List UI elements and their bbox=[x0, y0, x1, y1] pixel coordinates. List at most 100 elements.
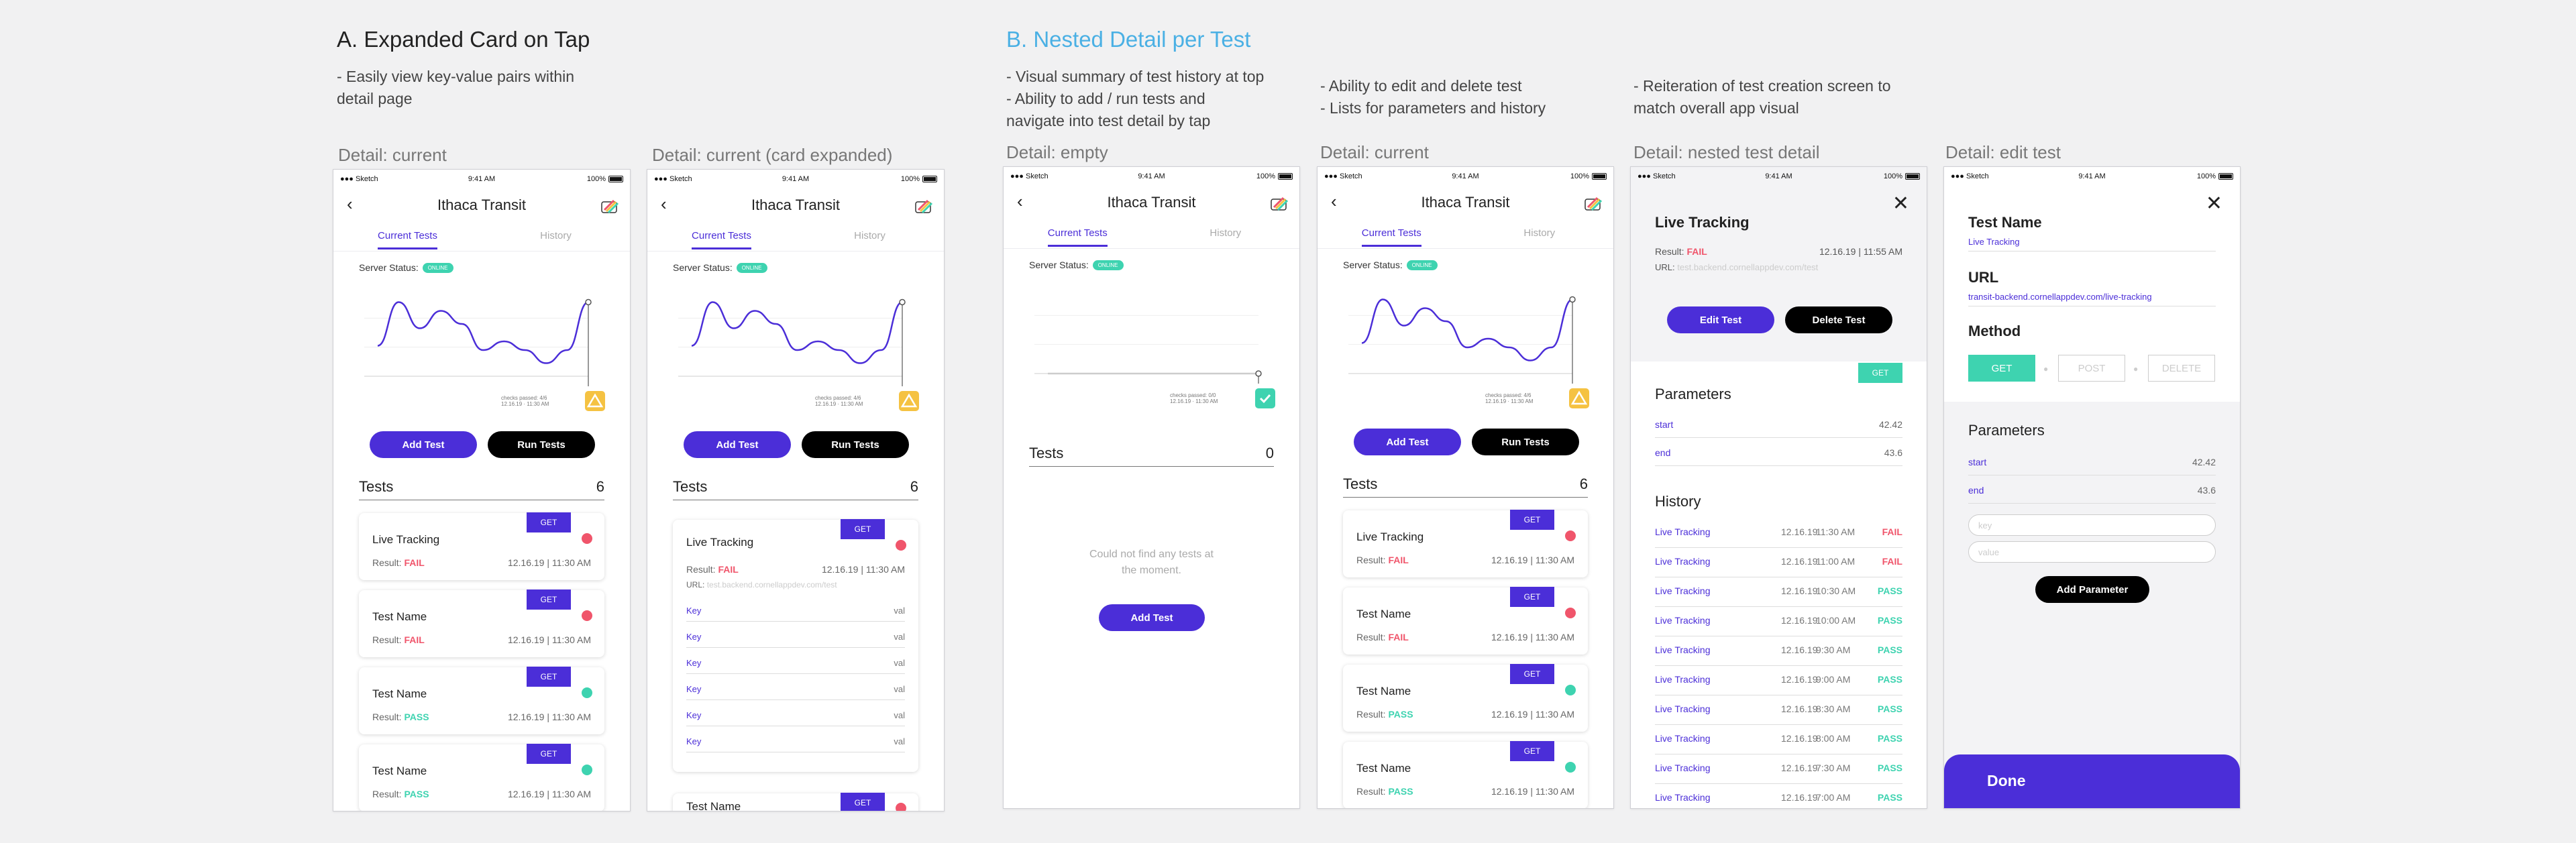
history-title: History bbox=[1655, 493, 1701, 510]
method-tag: GET bbox=[1510, 587, 1554, 607]
method-delete-button[interactable]: DELETE bbox=[2148, 355, 2215, 382]
param-row[interactable]: end 43.6 bbox=[1968, 477, 2216, 504]
section-a-title: A. Expanded Card on Tap bbox=[337, 27, 590, 52]
test-card[interactable]: GET Test Name bbox=[673, 793, 918, 811]
phone-detail-current-2: ●●● Sketch 9:41 AM 100% ‹ Ithaca Transit… bbox=[1317, 166, 1614, 809]
phone-nested-detail: ●●● Sketch 9:41 AM 100% ✕ Live Tracking … bbox=[1630, 166, 1927, 809]
add-parameter-button[interactable]: Add Parameter bbox=[2035, 576, 2149, 603]
history-chart bbox=[678, 298, 906, 386]
section-b-title: B. Nested Detail per Test bbox=[1006, 27, 1251, 52]
test-card[interactable]: GET Live Tracking Result: FAIL 12.16.19 | 1… bbox=[359, 512, 604, 580]
history-row[interactable]: Live Tracking 12.16.19 10:30 AM PASS bbox=[1655, 577, 1902, 607]
method-tag: GET bbox=[841, 793, 885, 811]
status-badge: ONLINE bbox=[1092, 260, 1124, 270]
value-input[interactable]: value bbox=[1968, 541, 2216, 563]
back-chevron-icon[interactable]: ‹ bbox=[1331, 191, 1337, 211]
caption-3: Detail: empty bbox=[1006, 142, 1108, 162]
history-chart bbox=[1034, 315, 1262, 384]
method-tag: GET bbox=[527, 512, 571, 532]
server-status: Server Status: ONLINE bbox=[359, 262, 453, 273]
status-bar: ●●● Sketch 9:41 AM 100% bbox=[333, 170, 630, 187]
test-card[interactable]: GET Test Name Result: FAIL 12.16.19 | 11:30… bbox=[359, 589, 604, 657]
method-tag: GET bbox=[527, 589, 571, 610]
delete-test-button[interactable]: Delete Test bbox=[1785, 306, 1892, 333]
test-card[interactable]: GET Test Name Result: PASS 12.16.19 | 11:30… bbox=[359, 667, 604, 734]
status-dot bbox=[582, 610, 592, 621]
param-row[interactable]: start 42.42 bbox=[1968, 449, 2216, 475]
section-d-note: - Reiteration of test creation screen to… bbox=[1633, 77, 1891, 117]
tab-history[interactable]: History bbox=[1210, 227, 1242, 239]
add-test-button[interactable]: Add Test bbox=[1099, 604, 1205, 631]
chart-series-line bbox=[377, 301, 589, 364]
status-dot bbox=[1565, 762, 1576, 773]
phone-detail-expanded: ●●● Sketch 9:41 AM 100% ‹ Ithaca Transit… bbox=[647, 169, 945, 811]
empty-message: Could not find any tests at the moment. bbox=[1089, 549, 1214, 576]
params-title: Parameters bbox=[1655, 386, 1731, 402]
tab-history[interactable]: History bbox=[540, 230, 572, 241]
history-row[interactable]: Live Tracking 12.16.19 10:00 AM PASS bbox=[1655, 607, 1902, 636]
add-test-button[interactable]: Add Test bbox=[370, 431, 477, 458]
tests-header: Tests 6 bbox=[673, 478, 918, 500]
test-card[interactable]: GET Test Name Result: PASS 12.16.19 | 11:30… bbox=[1343, 664, 1588, 732]
app-logo-icon bbox=[1271, 196, 1289, 211]
method-tag: GET bbox=[1510, 741, 1554, 761]
tab-current-tests[interactable]: Current Tests bbox=[333, 230, 482, 249]
test-name-input[interactable]: Live Tracking bbox=[1968, 237, 2216, 251]
status-dot bbox=[582, 765, 592, 775]
history-row[interactable]: Live Tracking 12.16.19 11:00 AM FAIL bbox=[1655, 548, 1902, 577]
kv-row: Key val bbox=[686, 649, 905, 674]
key-input[interactable]: key bbox=[1968, 514, 2216, 536]
caption-1: Detail: current bbox=[338, 145, 447, 165]
tab-history[interactable]: History bbox=[1523, 227, 1556, 239]
back-chevron-icon[interactable]: ‹ bbox=[347, 194, 353, 214]
add-test-button[interactable]: Add Test bbox=[684, 431, 791, 458]
tab-current-tests[interactable]: Current Tests bbox=[1004, 227, 1152, 247]
param-row: start 42.42 bbox=[1655, 411, 1902, 438]
nav-bar: ‹ Ithaca Transit bbox=[1004, 188, 1299, 215]
method-label: Method bbox=[1968, 323, 2021, 339]
url-input[interactable]: transit-backend.cornellappdev.com/live-t… bbox=[1968, 292, 2216, 306]
kv-row: Key val bbox=[686, 622, 905, 648]
run-tests-button[interactable]: Run Tests bbox=[1472, 429, 1579, 455]
back-chevron-icon[interactable]: ‹ bbox=[1017, 191, 1023, 211]
app-logo-icon bbox=[601, 199, 619, 214]
edit-test-button[interactable]: Edit Test bbox=[1667, 306, 1774, 333]
history-row[interactable]: Live Tracking 12.16.19 8:30 AM PASS bbox=[1655, 695, 1902, 725]
done-button[interactable]: Done bbox=[1944, 754, 2240, 808]
history-row[interactable]: Live Tracking 12.16.19 8:00 AM PASS bbox=[1655, 725, 1902, 754]
history-row[interactable]: Live Tracking 12.16.19 9:00 AM PASS bbox=[1655, 666, 1902, 695]
close-icon[interactable]: ✕ bbox=[1892, 192, 1909, 215]
server-status: Server Status: ONLINE bbox=[1343, 260, 1438, 270]
status-dot bbox=[582, 533, 592, 544]
method-tag: GET bbox=[841, 519, 885, 539]
test-card[interactable]: GET Test Name Result: FAIL 12.16.19 | 11:30… bbox=[1343, 587, 1588, 655]
nav-bar: ‹ Ithaca Transit bbox=[333, 191, 630, 218]
tab-bar: Current Tests History bbox=[1004, 221, 1299, 249]
history-row[interactable]: Live Tracking 12.16.19 7:30 AM PASS bbox=[1655, 754, 1902, 784]
app-logo-icon bbox=[1585, 196, 1603, 211]
test-card[interactable]: GET Live Tracking Result: FAIL 12.16.19 | 1… bbox=[1343, 510, 1588, 577]
history-row[interactable]: Live Tracking 12.16.19 7:00 AM PASS bbox=[1655, 784, 1902, 808]
run-tests-button[interactable]: Run Tests bbox=[802, 431, 909, 458]
close-icon[interactable]: ✕ bbox=[2205, 192, 2222, 215]
method-get-button[interactable]: GET bbox=[1968, 355, 2035, 382]
method-tag: GET bbox=[1510, 510, 1554, 530]
tab-history[interactable]: History bbox=[854, 230, 885, 241]
run-tests-button[interactable]: Run Tests bbox=[488, 431, 595, 458]
add-test-button[interactable]: Add Test bbox=[1354, 429, 1461, 455]
section-a-note: - Easily view key-value pairs within det… bbox=[337, 68, 575, 107]
test-card[interactable]: GET Test Name Result: PASS 12.16.19 | 11:30… bbox=[1343, 741, 1588, 808]
status-bar: ●●● Sketch 9:41 AM 100% bbox=[1004, 167, 1299, 184]
tab-bar: Current Tests History bbox=[647, 223, 944, 251]
history-row[interactable]: Live Tracking 12.16.19 9:30 AM PASS bbox=[1655, 636, 1902, 666]
method-post-button[interactable]: POST bbox=[2058, 355, 2125, 382]
tab-current-tests[interactable]: Current Tests bbox=[647, 230, 796, 249]
tab-current-tests[interactable]: Current Tests bbox=[1318, 227, 1466, 247]
history-row[interactable]: Live Tracking 12.16.19 11:30 AM FAIL bbox=[1655, 518, 1902, 548]
test-card-expanded[interactable]: GET Live Tracking Result: FAIL 12.16.19 … bbox=[673, 519, 918, 772]
section-b-note: - Visual summary of test history at top … bbox=[1006, 68, 1265, 129]
status-dot bbox=[1565, 685, 1576, 695]
back-chevron-icon[interactable]: ‹ bbox=[661, 194, 667, 214]
caption-2: Detail: current (card expanded) bbox=[652, 145, 893, 165]
test-card[interactable]: GET Test Name Result: PASS 12.16.19 | 11:30… bbox=[359, 744, 604, 811]
